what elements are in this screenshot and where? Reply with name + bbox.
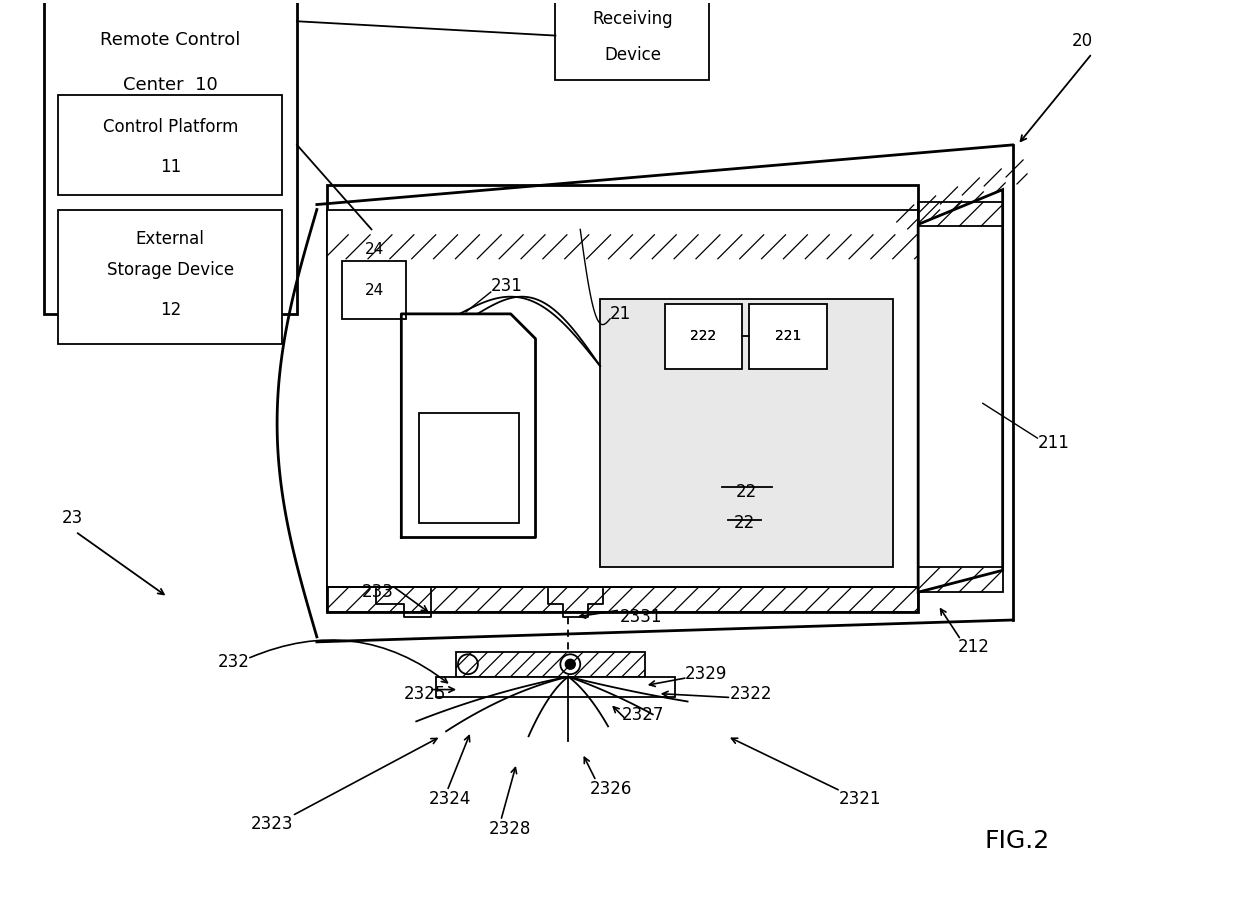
Text: 2321: 2321	[838, 790, 882, 808]
Bar	[456, 652, 645, 677]
Bar	[342, 261, 407, 319]
Text: 11: 11	[160, 158, 181, 176]
Text: 221: 221	[775, 330, 801, 343]
Text: 222: 222	[691, 330, 717, 343]
Bar	[556, 0, 709, 80]
Text: 232: 232	[217, 653, 249, 671]
Text: Device: Device	[604, 47, 661, 64]
Bar	[58, 209, 281, 343]
Bar	[436, 677, 675, 697]
Text: 2325: 2325	[403, 685, 445, 702]
Bar	[327, 235, 918, 259]
Text: 233: 233	[362, 583, 393, 601]
Text: 20: 20	[1073, 32, 1094, 49]
Text: 2322: 2322	[729, 685, 771, 702]
Text: 221: 221	[775, 330, 801, 343]
Text: Remote Control: Remote Control	[100, 31, 241, 49]
Text: FIG.2: FIG.2	[985, 829, 1050, 853]
Text: Center  10: Center 10	[123, 76, 218, 94]
Bar	[749, 304, 827, 369]
Bar	[600, 299, 893, 567]
Text: Storage Device: Storage Device	[107, 261, 234, 278]
Text: 22: 22	[737, 483, 758, 501]
Text: 12: 12	[160, 301, 181, 320]
Circle shape	[565, 659, 575, 669]
Polygon shape	[918, 190, 1003, 593]
Text: 2324: 2324	[429, 790, 471, 808]
Bar	[918, 567, 1003, 593]
Text: 222: 222	[691, 330, 717, 343]
Bar	[327, 587, 918, 612]
Text: 2329: 2329	[684, 665, 727, 683]
Text: 231: 231	[491, 277, 523, 295]
Text: 21: 21	[610, 305, 631, 323]
Text: Control Platform: Control Platform	[103, 118, 238, 136]
Text: 212: 212	[959, 638, 990, 656]
Bar	[918, 202, 1003, 226]
Bar	[327, 184, 918, 612]
Text: 2331: 2331	[620, 608, 662, 626]
Bar	[419, 414, 518, 522]
Text: 22: 22	[734, 514, 755, 531]
Text: 24: 24	[365, 242, 383, 257]
Text: 23: 23	[62, 509, 83, 527]
Bar	[327, 209, 918, 587]
Text: 24: 24	[365, 282, 383, 298]
Bar	[665, 304, 743, 369]
Text: Receiving: Receiving	[593, 10, 673, 28]
Text: 211: 211	[1038, 434, 1069, 452]
Bar	[43, 0, 296, 314]
Text: 2326: 2326	[590, 780, 632, 798]
Bar	[58, 95, 281, 194]
Text: 2323: 2323	[250, 814, 293, 833]
Text: External: External	[136, 230, 205, 248]
Text: 2328: 2328	[489, 820, 531, 838]
Text: 2327: 2327	[622, 707, 665, 724]
